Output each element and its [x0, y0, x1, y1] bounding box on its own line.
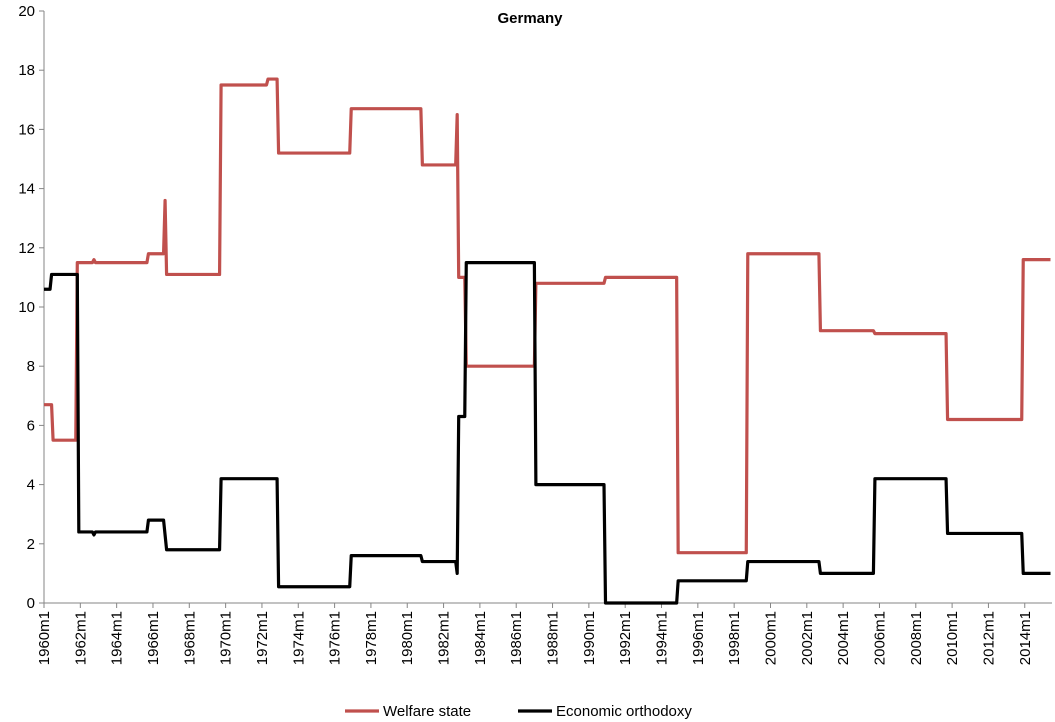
x-tick-label: 1996m1	[690, 611, 707, 665]
x-tick-label: 1962m1	[72, 611, 89, 665]
series-line-welfare-state	[44, 77, 1051, 555]
x-tick-label: 1978m1	[363, 611, 380, 665]
y-tick-label: 16	[18, 121, 35, 138]
x-tick-label: 2010m1	[944, 611, 961, 665]
x-tick-label: 1974m1	[290, 611, 307, 665]
series-layer	[44, 77, 1051, 605]
x-tick-label: 1988m1	[545, 611, 562, 665]
x-tick-label: 1964m1	[109, 611, 126, 665]
x-tick-label: 1984m1	[472, 611, 489, 665]
x-tick-label: 1972m1	[254, 611, 271, 665]
x-tick-label: 1998m1	[726, 611, 743, 665]
x-tick-label: 1980m1	[399, 611, 416, 665]
x-tick-label: 2012m1	[980, 611, 997, 665]
y-tick-label: 12	[18, 240, 35, 257]
x-tick-label: 2004m1	[835, 611, 852, 665]
x-tick-label: 1994m1	[654, 611, 671, 665]
x-tick-label: 2014m1	[1017, 611, 1034, 665]
y-axis: 0 2 4 6 8 10 12 14 16 18 20	[18, 3, 45, 612]
x-tick-label: 1990m1	[581, 611, 598, 665]
x-axis: 1960m1 1962m1 1964m1 1966m1 1968m1 1970m1 1972…	[36, 602, 1052, 665]
x-tick-label: 1970m1	[218, 611, 235, 665]
legend-label: Economic orthodoxy	[556, 703, 692, 720]
x-tick-label: 1992m1	[617, 611, 634, 665]
series-line-economic-orthodoxy	[44, 261, 1051, 605]
y-tick-label: 20	[18, 3, 35, 20]
x-tick-label: 2000m1	[762, 611, 779, 665]
legend-label: Welfare state	[383, 703, 471, 720]
x-tick-label: 1960m1	[36, 611, 53, 665]
x-tick-label: 1986m1	[508, 611, 525, 665]
y-tick-label: 0	[27, 595, 35, 612]
chart-title: Germany	[497, 10, 563, 27]
x-tick-label: 1982m1	[436, 611, 453, 665]
x-tick-label: 1966m1	[145, 611, 162, 665]
x-tick-label: 2008m1	[908, 611, 925, 665]
y-tick-label: 8	[27, 358, 35, 375]
x-tick-label: 1968m1	[181, 611, 198, 665]
y-tick-label: 2	[27, 536, 35, 553]
y-tick-label: 4	[27, 477, 35, 494]
y-tick-label: 6	[27, 417, 35, 434]
y-tick-label: 14	[18, 181, 35, 198]
y-tick-label: 18	[18, 62, 35, 79]
x-tick-label: 1976m1	[327, 611, 344, 665]
x-tick-label: 2006m1	[871, 611, 888, 665]
legend: Welfare state Economic orthodoxy	[345, 703, 692, 720]
x-tick-label: 2002m1	[799, 611, 816, 665]
y-tick-label: 10	[18, 299, 35, 316]
